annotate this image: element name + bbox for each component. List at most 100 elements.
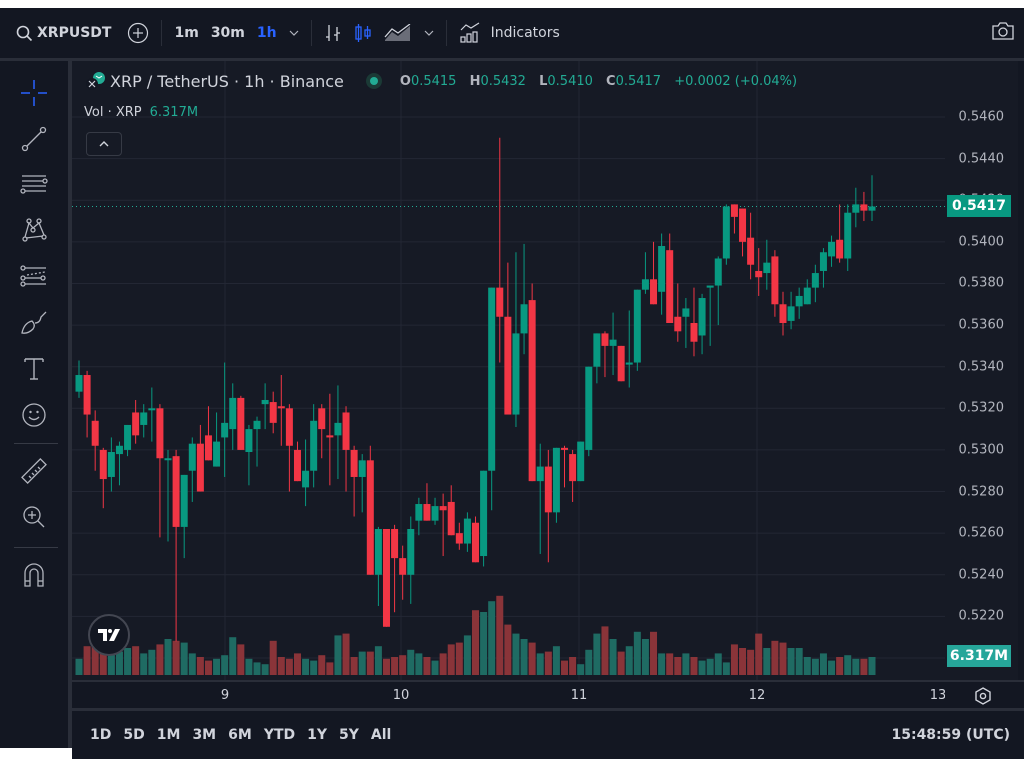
price-tick-label: 0.5240: [958, 567, 1005, 583]
range-1y[interactable]: 1Y: [307, 727, 328, 743]
crosshair-icon: [21, 80, 47, 106]
time-tick-label: 13: [929, 688, 947, 703]
volume-label: Vol · XRP: [84, 105, 142, 120]
range-ytd[interactable]: YTD: [263, 727, 296, 743]
price-tick-label: 0.5400: [958, 234, 1005, 250]
add-symbol-icon: [128, 22, 149, 44]
trend-line-tool[interactable]: [14, 119, 54, 159]
close-key: C: [606, 73, 616, 89]
chart-legend: XRP / TetherUS · 1h · Binance O0.5415 H0…: [86, 71, 806, 91]
range-all[interactable]: All: [370, 727, 392, 743]
price-tick-label: 0.5300: [958, 442, 1005, 458]
brush-tool[interactable]: [14, 303, 54, 343]
price-tick-label: 0.5280: [958, 484, 1005, 500]
chevron-down-icon: [424, 30, 434, 36]
crosshair-tool[interactable]: [14, 73, 54, 113]
low-key: L: [539, 73, 548, 89]
candles-button[interactable]: [348, 8, 378, 58]
low-value: 0.5410: [547, 73, 593, 89]
range-6m[interactable]: 6M: [228, 727, 252, 743]
utc-clock[interactable]: 15:48:59 (UTC): [891, 727, 1010, 743]
price-axis[interactable]: 0.54600.54400.54200.54000.53800.53600.53…: [945, 61, 1024, 680]
search-icon: [16, 25, 33, 41]
range-5y[interactable]: 5Y: [339, 727, 359, 743]
time-tick-label: 10: [392, 688, 410, 703]
horizontal-lines-icon: [20, 175, 48, 194]
change-value: +0.0002 (+0.04%): [674, 73, 798, 89]
price-tick-label: 0.5460: [958, 109, 1005, 125]
pattern-tool[interactable]: [14, 211, 54, 251]
volume-value: 6.317M: [149, 105, 199, 120]
magnet-tool[interactable]: [14, 555, 54, 595]
screenshot-button[interactable]: [990, 20, 1016, 46]
range-5d[interactable]: 5D: [123, 727, 145, 743]
trend-line-icon: [21, 126, 47, 152]
time-axis[interactable]: 9 10 11 12 13: [72, 680, 947, 710]
interval-1h[interactable]: 1h: [256, 25, 277, 41]
ruler-icon: [21, 458, 47, 484]
symbol-title[interactable]: XRP / TetherUS · 1h · Binance: [110, 71, 344, 91]
chevron-down-icon: [289, 30, 299, 36]
last-price-tag: 0.5417: [947, 195, 1011, 218]
tradingview-widget: XRPUSDT 1m 30m 1h Indicators: [0, 8, 1024, 759]
high-key: H: [469, 73, 481, 89]
drawing-toolbar: [0, 61, 72, 748]
bar-chart-button[interactable]: [318, 8, 348, 58]
emoji-tool[interactable]: [14, 395, 54, 435]
chart-pane[interactable]: XRP / TetherUS · 1h · Binance O0.5415 H0…: [72, 61, 945, 680]
tradingview-logo-icon: [98, 629, 120, 641]
range-1m[interactable]: 1M: [156, 727, 181, 743]
gear-icon: [975, 687, 991, 705]
xrp-logo-icon: [86, 72, 105, 90]
indicators-button[interactable]: Indicators: [453, 8, 566, 58]
chart-type-dropdown-button[interactable]: [418, 8, 440, 58]
open-key: O: [399, 73, 411, 89]
collapse-legend-button[interactable]: [86, 132, 122, 156]
candlestick-chart[interactable]: [72, 61, 945, 680]
fib-retracement-icon: [20, 265, 46, 287]
indicators-icon: [460, 22, 479, 43]
area-chart-button[interactable]: [378, 8, 418, 58]
fib-retracement-tool[interactable]: [14, 257, 54, 297]
text-tool[interactable]: [14, 349, 54, 389]
price-tick-label: 0.5380: [958, 275, 1005, 291]
tradingview-logo[interactable]: [88, 614, 130, 656]
candles-icon: [354, 24, 371, 42]
volume-legend: Vol · XRP 6.317M: [84, 105, 198, 120]
pattern-icon: [22, 218, 47, 242]
area-chart-icon: [384, 24, 410, 41]
time-tick-label: 11: [570, 688, 588, 703]
time-tick-label: 12: [748, 688, 766, 703]
range-3m[interactable]: 3M: [192, 727, 217, 743]
time-tick-label: 9: [220, 688, 230, 703]
zoom-in-tool[interactable]: [14, 497, 54, 537]
ohlc-values: O0.5415 H0.5432 L0.5410 C0.5417 +0.0002 …: [400, 74, 806, 89]
volume-tag: 6.317M: [947, 645, 1011, 667]
symbol-name: XRPUSDT: [37, 25, 112, 41]
indicators-label: Indicators: [490, 25, 560, 41]
measure-tool[interactable]: [14, 451, 54, 491]
top-toolbar: XRPUSDT 1m 30m 1h Indicators: [0, 8, 1024, 61]
symbol-search-button[interactable]: XRPUSDT: [0, 8, 117, 58]
high-value: 0.5432: [480, 73, 526, 89]
interval-dropdown-button[interactable]: [283, 8, 305, 58]
interval-30m[interactable]: 30m: [210, 25, 245, 41]
close-value: 0.5417: [615, 73, 662, 89]
divider: [14, 547, 58, 548]
divider: [161, 20, 163, 46]
horizontal-lines-tool[interactable]: [14, 165, 54, 205]
price-tick-label: 0.5340: [958, 359, 1005, 375]
settings-button[interactable]: [973, 686, 993, 710]
price-tick-label: 0.5440: [958, 151, 1005, 167]
chevron-up-icon: [99, 141, 109, 147]
price-tick-label: 0.5260: [958, 525, 1005, 541]
market-status-icon[interactable]: [365, 73, 382, 89]
zoom-in-icon: [23, 506, 45, 528]
date-range-bar: 1D 5D 1M 3M 6M YTD 1Y 5Y All 15:48:59 (U…: [72, 708, 1024, 759]
magnet-icon: [24, 563, 44, 587]
interval-1m[interactable]: 1m: [174, 25, 199, 41]
compare-symbol-button[interactable]: [121, 8, 155, 58]
range-1d[interactable]: 1D: [90, 727, 112, 743]
divider: [445, 20, 447, 46]
divider: [310, 20, 312, 46]
